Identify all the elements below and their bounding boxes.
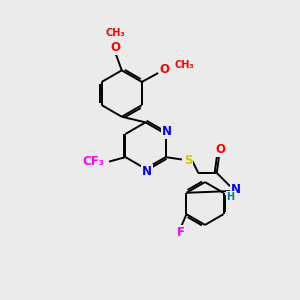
Text: CF₃: CF₃ xyxy=(83,155,105,168)
Text: S: S xyxy=(184,154,192,166)
Text: H: H xyxy=(226,192,234,202)
Text: O: O xyxy=(111,41,121,54)
Text: N: N xyxy=(142,165,152,178)
Text: CH₃: CH₃ xyxy=(105,28,125,38)
Text: N: N xyxy=(162,125,172,138)
Text: CH₃: CH₃ xyxy=(175,60,194,70)
Text: O: O xyxy=(160,63,170,76)
Text: N: N xyxy=(230,183,241,196)
Text: F: F xyxy=(176,226,184,239)
Text: O: O xyxy=(216,142,226,156)
